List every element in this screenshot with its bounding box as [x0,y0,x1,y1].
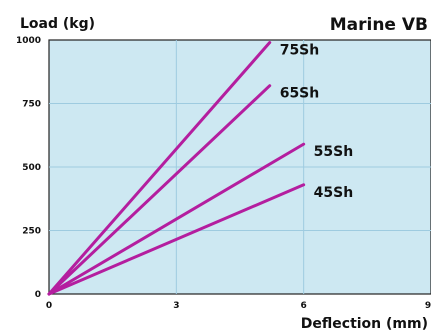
y-axis-label: Load (kg) [20,16,95,32]
series-labels: 75Sh 65Sh 55Sh 45Sh [280,43,354,201]
x-tick-label: 3 [173,301,179,311]
chart-title: Marine VB [330,15,428,35]
series-line-55sh [47,142,306,296]
y-tick-label: 0 [35,290,41,300]
x-tick-label: 0 [46,301,52,311]
grid-lines [49,40,431,294]
y-tick-label: 1000 [16,36,41,46]
tick-labels: 0 3 6 9 0 250 500 750 1000 [16,36,431,311]
series-label-65sh: 65Sh [280,86,320,102]
series-line-75sh [47,41,272,296]
x-axis-label: Deflection (mm) [301,316,428,331]
y-tick-label: 750 [22,100,41,110]
series-label-55sh: 55Sh [314,144,354,160]
series-line-45sh [47,183,306,296]
x-tick-label: 6 [301,301,307,311]
y-tick-label: 500 [22,163,41,173]
y-tick-label: 250 [22,227,41,237]
series-lines [47,41,306,296]
series-line-65sh [47,84,272,296]
x-tick-label: 9 [425,301,431,311]
series-label-45sh: 45Sh [314,185,354,201]
series-label-75sh: 75Sh [280,43,320,59]
